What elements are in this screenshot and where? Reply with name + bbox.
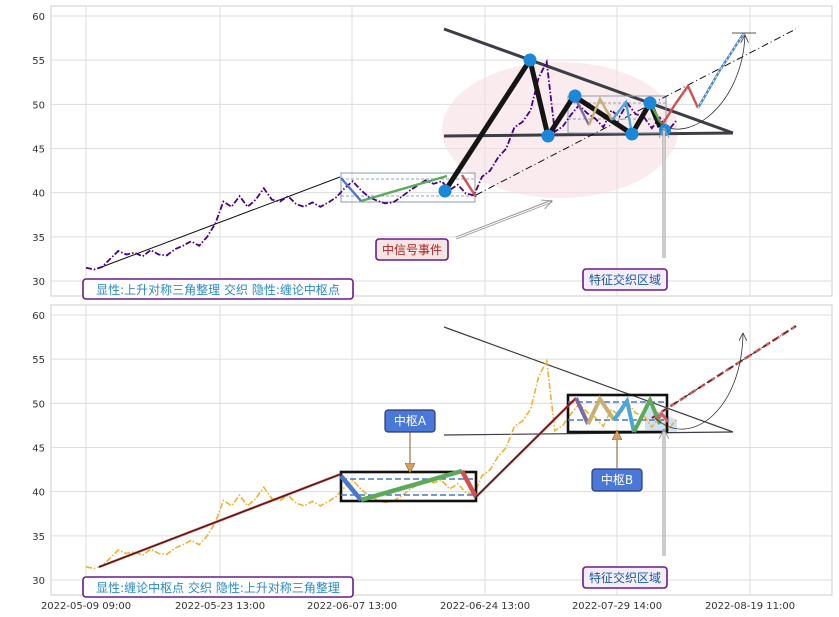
bottom-projection-line xyxy=(651,325,797,419)
bottom-rising-line-1 xyxy=(98,473,342,568)
top-y-ticks: 30 35 40 45 50 55 60 xyxy=(32,12,45,288)
top-pivot-point-4 xyxy=(568,89,582,103)
bottom-grid xyxy=(51,305,832,595)
bottom-rising-line-2 xyxy=(475,397,577,498)
bottom-y-tick-label: 60 xyxy=(32,311,45,322)
bottom-wiggle-1 xyxy=(574,397,590,425)
top-triangle-lower-line xyxy=(443,131,734,138)
bottom-triangle-lower-line xyxy=(443,431,734,436)
top-rising-line-1 xyxy=(98,176,341,269)
bottom-pivot-b-label-box xyxy=(591,468,643,492)
bottom-wiggle-4 xyxy=(632,395,662,433)
top-y-tick-label: 55 xyxy=(32,56,45,67)
top-pivot-box-2 xyxy=(567,95,667,134)
top-y-tick-label: 40 xyxy=(32,189,45,200)
top-wiggle-2 xyxy=(587,96,614,126)
top-segment-3 xyxy=(460,174,478,198)
top-segment-2 xyxy=(360,174,448,203)
top-pivot-point-1 xyxy=(438,184,452,198)
bottom-y-tick-label: 40 xyxy=(32,488,45,499)
top-wiggle-6 xyxy=(696,32,746,109)
top-y-tick-label: 50 xyxy=(32,100,45,111)
bottom-wiggle-5 xyxy=(654,411,670,423)
top-feature-label: 特征交织区域 xyxy=(589,272,661,287)
top-pivot-point-2 xyxy=(523,53,537,67)
bottom-wiggle-3 xyxy=(612,396,636,433)
top-pivot-point-3 xyxy=(541,129,555,143)
bottom-plot-area xyxy=(50,304,833,596)
top-wiggle-5 xyxy=(660,83,700,126)
bottom-segment-2 xyxy=(360,468,463,503)
bottom-segment-3 xyxy=(460,469,478,499)
top-y-tick-label: 60 xyxy=(32,12,45,23)
bottom-y-tick-label: 35 xyxy=(32,532,45,543)
bottom-y-tick-label: 55 xyxy=(32,355,45,366)
top-price-series xyxy=(85,58,677,271)
x-tick-labels: 2022-05-09 09:00 2022-05-23 13:00 2022-06-… xyxy=(41,601,795,612)
x-tick-label: 2022-07-29 14:00 xyxy=(572,601,662,612)
x-tick-label: 2022-06-24 13:00 xyxy=(440,601,530,612)
top-pivot-point-6 xyxy=(643,96,657,110)
x-tick-label: 2022-05-23 13:00 xyxy=(175,601,265,612)
bottom-pivot-a-label-box xyxy=(384,409,436,433)
bottom-wiggle-2 xyxy=(586,394,616,425)
bottom-segment-1 xyxy=(339,474,363,502)
bottom-y-tick-label: 50 xyxy=(32,399,45,410)
bottom-projection-arrow xyxy=(654,333,743,430)
top-signal-label: 中信号事件 xyxy=(382,242,442,257)
bottom-caption: 显性:缠论中枢点 交织 隐性:上升对称三角整理 xyxy=(96,580,340,595)
bottom-y-tick-label: 30 xyxy=(32,576,45,587)
bottom-panel: 30 35 40 45 50 55 60 xyxy=(32,304,833,598)
top-caption-box xyxy=(82,278,354,300)
bottom-triangle-upper-line xyxy=(443,326,734,433)
top-segment-1 xyxy=(340,177,362,202)
bottom-pivot-b-label: 中枢B xyxy=(601,472,633,487)
bottom-y-ticks: 30 35 40 45 50 55 60 xyxy=(32,311,45,587)
bottom-y-tick-label: 45 xyxy=(32,444,45,455)
top-wiggle-3 xyxy=(611,99,634,135)
top-highlight-ellipse xyxy=(442,62,678,198)
top-caption: 显性:上升对称三角整理 交织 隐性:缠论中枢点 xyxy=(96,282,340,297)
bottom-pivot-a-label: 中枢A xyxy=(394,413,427,428)
top-pivot-box-1 xyxy=(340,172,476,203)
top-signal-arrow-inner xyxy=(455,201,551,239)
top-feature-label-box xyxy=(582,268,668,291)
top-panel: 30 35 40 45 50 55 60 xyxy=(32,5,833,300)
bottom-caption-box xyxy=(82,576,354,598)
bottom-feature-label: 特征交织区域 xyxy=(589,570,661,585)
top-triangle-upper-line xyxy=(443,27,734,135)
x-tick-label: 2022-05-09 09:00 xyxy=(41,601,131,612)
x-tick-label: 2022-08-19 11:00 xyxy=(705,601,795,612)
top-signal-label-box xyxy=(375,238,449,261)
x-tick-label: 2022-06-07 13:00 xyxy=(307,601,397,612)
top-y-tick-label: 30 xyxy=(32,277,45,288)
top-pivot-point-5 xyxy=(625,127,639,141)
top-y-tick-label: 45 xyxy=(32,145,45,156)
top-y-tick-label: 35 xyxy=(32,233,45,244)
bottom-feature-label-box xyxy=(582,566,668,589)
